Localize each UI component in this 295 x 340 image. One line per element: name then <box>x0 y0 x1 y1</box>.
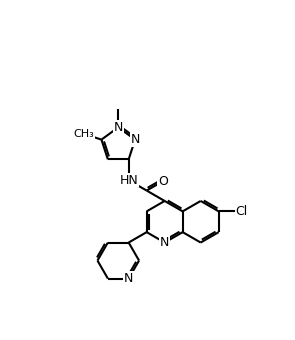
Text: Cl: Cl <box>235 205 248 218</box>
Text: HN: HN <box>119 174 138 187</box>
Text: CH₃: CH₃ <box>73 129 94 139</box>
Text: N: N <box>130 133 140 146</box>
Text: N: N <box>124 272 133 285</box>
Text: N: N <box>114 121 123 134</box>
Text: N: N <box>160 236 169 249</box>
Text: O: O <box>158 175 168 188</box>
